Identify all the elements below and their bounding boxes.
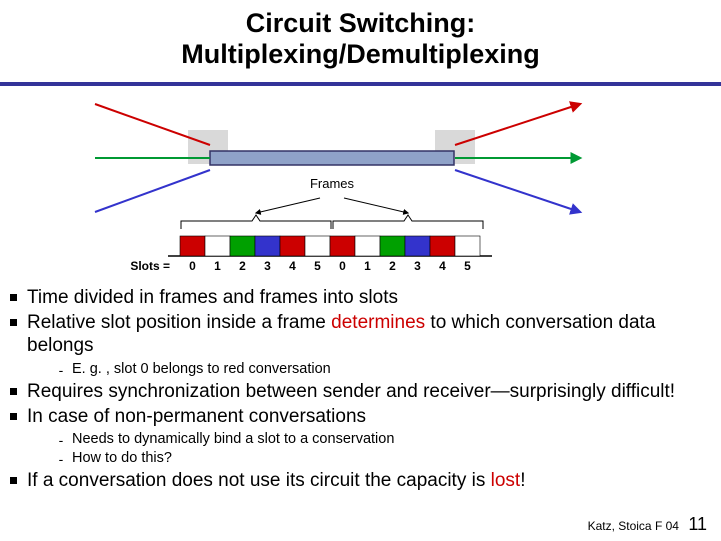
multiplex-diagram: Frames Slots = 0 1 2 3 4 5 0 1 2 3 4 5 <box>0 90 721 280</box>
bullet-marker <box>10 294 17 301</box>
svg-text:Frames: Frames <box>310 176 355 191</box>
footer-text: Katz, Stoica F 04 <box>588 519 679 533</box>
svg-text:4: 4 <box>439 259 446 273</box>
bullet-level-2: -E. g. , slot 0 belongs to red conversat… <box>56 360 711 378</box>
bullet-marker <box>10 388 17 395</box>
svg-text:Slots =: Slots = <box>130 259 170 273</box>
svg-text:1: 1 <box>364 259 371 273</box>
svg-text:2: 2 <box>389 259 396 273</box>
bullet-level-2: -How to do this? <box>56 449 711 467</box>
bullet-text: Relative slot position inside a frame de… <box>27 311 711 357</box>
bullet-level-2: -Needs to dynamically bind a slot to a c… <box>56 430 711 448</box>
sub-bullet-text: Needs to dynamically bind a slot to a co… <box>72 430 394 448</box>
title-line-1: Circuit Switching: <box>0 8 721 39</box>
page-number: 11 <box>688 514 707 534</box>
title-line-2: Multiplexing/Demultiplexing <box>0 39 721 70</box>
svg-text:0: 0 <box>189 259 196 273</box>
svg-text:1: 1 <box>214 259 221 273</box>
bullet-level-1: Relative slot position inside a frame de… <box>10 311 711 357</box>
svg-text:5: 5 <box>464 259 471 273</box>
svg-text:2: 2 <box>239 259 246 273</box>
sub-bullet-marker: - <box>56 362 66 378</box>
slide-footer: Katz, Stoica F 04 11 <box>588 514 707 535</box>
bullet-level-1: If a conversation does not use its circu… <box>10 469 711 492</box>
bullet-text: Requires synchronization between sender … <box>27 380 675 403</box>
slide-title: Circuit Switching: Multiplexing/Demultip… <box>0 0 721 70</box>
bullet-marker <box>10 477 17 484</box>
bullet-text: Time divided in frames and frames into s… <box>27 286 398 309</box>
bullet-text: If a conversation does not use its circu… <box>27 469 525 492</box>
sub-bullet-marker: - <box>56 432 66 448</box>
bullet-marker <box>10 319 17 326</box>
bullet-marker <box>10 413 17 420</box>
bullet-list: Time divided in frames and frames into s… <box>10 284 711 494</box>
bullet-text: In case of non-permanent conversations <box>27 405 366 428</box>
svg-text:0: 0 <box>339 259 346 273</box>
svg-text:4: 4 <box>289 259 296 273</box>
sub-bullet-text: How to do this? <box>72 449 172 467</box>
sub-bullet-marker: - <box>56 451 66 467</box>
svg-text:5: 5 <box>314 259 321 273</box>
bullet-level-1: In case of non-permanent conversations <box>10 405 711 428</box>
svg-text:3: 3 <box>264 259 271 273</box>
sub-bullet-text: E. g. , slot 0 belongs to red conversati… <box>72 360 331 378</box>
title-rule <box>0 82 721 86</box>
bullet-level-1: Requires synchronization between sender … <box>10 380 711 403</box>
bullet-level-1: Time divided in frames and frames into s… <box>10 286 711 309</box>
svg-text:3: 3 <box>414 259 421 273</box>
